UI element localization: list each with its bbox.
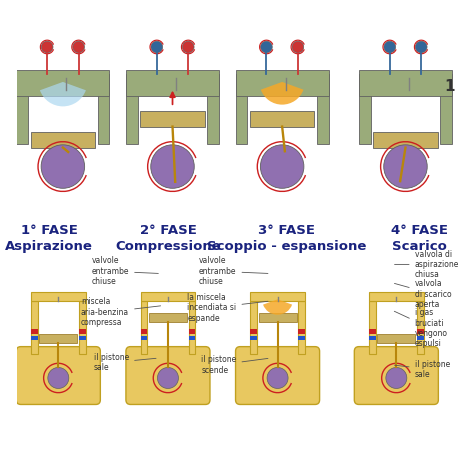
FancyBboxPatch shape xyxy=(39,334,77,343)
FancyBboxPatch shape xyxy=(31,132,95,147)
FancyBboxPatch shape xyxy=(369,292,424,301)
FancyBboxPatch shape xyxy=(79,329,86,334)
Text: 1: 1 xyxy=(444,79,455,94)
Circle shape xyxy=(267,367,288,389)
FancyBboxPatch shape xyxy=(31,329,38,334)
FancyBboxPatch shape xyxy=(250,111,314,127)
FancyBboxPatch shape xyxy=(250,329,257,334)
FancyBboxPatch shape xyxy=(189,329,195,334)
Wedge shape xyxy=(261,82,303,105)
Text: valvole
entrambe
chiuse: valvole entrambe chiuse xyxy=(199,256,268,286)
FancyBboxPatch shape xyxy=(298,329,305,334)
Text: i gas
bruciati
vengono
espulsi: i gas bruciati vengono espulsi xyxy=(394,308,447,348)
FancyBboxPatch shape xyxy=(31,301,38,354)
FancyBboxPatch shape xyxy=(141,292,195,301)
Circle shape xyxy=(415,41,427,53)
Text: la miscela
incendiata si
espande: la miscela incendiata si espande xyxy=(187,293,268,323)
FancyBboxPatch shape xyxy=(298,301,305,354)
FancyBboxPatch shape xyxy=(440,74,452,144)
Text: Aspirazione: Aspirazione xyxy=(5,240,93,253)
FancyBboxPatch shape xyxy=(31,292,86,301)
FancyBboxPatch shape xyxy=(141,336,147,340)
Text: Scoppio - espansione: Scoppio - espansione xyxy=(207,240,366,253)
Wedge shape xyxy=(263,299,292,315)
FancyBboxPatch shape xyxy=(369,301,376,354)
FancyBboxPatch shape xyxy=(236,74,247,144)
FancyBboxPatch shape xyxy=(417,336,424,340)
FancyBboxPatch shape xyxy=(359,74,371,144)
FancyBboxPatch shape xyxy=(250,336,257,340)
Circle shape xyxy=(384,41,396,53)
Circle shape xyxy=(151,41,163,53)
FancyBboxPatch shape xyxy=(417,329,424,334)
FancyBboxPatch shape xyxy=(250,301,257,354)
FancyBboxPatch shape xyxy=(140,111,205,127)
Text: 4° FASE: 4° FASE xyxy=(391,224,447,237)
Circle shape xyxy=(292,41,304,53)
Text: il pistone
sale: il pistone sale xyxy=(394,360,450,379)
FancyBboxPatch shape xyxy=(126,346,210,404)
FancyBboxPatch shape xyxy=(79,301,86,354)
FancyBboxPatch shape xyxy=(236,70,329,95)
FancyBboxPatch shape xyxy=(31,336,38,340)
FancyBboxPatch shape xyxy=(374,132,438,147)
FancyBboxPatch shape xyxy=(16,70,109,95)
Circle shape xyxy=(386,367,407,389)
FancyBboxPatch shape xyxy=(189,301,195,354)
Text: il pistone
sale: il pistone sale xyxy=(94,353,156,372)
FancyBboxPatch shape xyxy=(259,313,297,322)
Circle shape xyxy=(48,367,69,389)
FancyBboxPatch shape xyxy=(250,292,305,301)
FancyBboxPatch shape xyxy=(377,334,415,343)
Circle shape xyxy=(73,41,84,53)
Text: miscela
aria-benzina
compressa: miscela aria-benzina compressa xyxy=(81,298,161,327)
FancyBboxPatch shape xyxy=(79,336,86,340)
FancyBboxPatch shape xyxy=(98,74,109,144)
Text: 2° FASE: 2° FASE xyxy=(139,224,196,237)
FancyBboxPatch shape xyxy=(369,329,376,334)
FancyBboxPatch shape xyxy=(16,74,28,144)
Circle shape xyxy=(41,41,53,53)
FancyBboxPatch shape xyxy=(236,346,319,404)
FancyBboxPatch shape xyxy=(355,346,438,404)
FancyBboxPatch shape xyxy=(126,70,219,95)
FancyBboxPatch shape xyxy=(298,336,305,340)
Circle shape xyxy=(157,367,178,389)
FancyBboxPatch shape xyxy=(208,74,219,144)
FancyBboxPatch shape xyxy=(141,329,147,334)
FancyBboxPatch shape xyxy=(141,301,147,354)
FancyBboxPatch shape xyxy=(369,336,376,340)
FancyBboxPatch shape xyxy=(417,301,424,354)
Text: il pistone
scende: il pistone scende xyxy=(201,355,268,374)
Circle shape xyxy=(384,145,427,188)
Circle shape xyxy=(151,145,194,188)
Text: Scarico: Scarico xyxy=(392,240,447,253)
FancyBboxPatch shape xyxy=(126,74,137,144)
Circle shape xyxy=(260,145,304,188)
Circle shape xyxy=(41,145,85,188)
FancyBboxPatch shape xyxy=(359,70,452,95)
Text: valvola di
aspirazione
chiusa: valvola di aspirazione chiusa xyxy=(394,249,459,279)
Text: Compressione: Compressione xyxy=(115,240,221,253)
FancyBboxPatch shape xyxy=(16,346,100,404)
Text: 3° FASE: 3° FASE xyxy=(258,224,315,237)
FancyBboxPatch shape xyxy=(317,74,329,144)
Circle shape xyxy=(261,41,272,53)
Text: 1° FASE: 1° FASE xyxy=(21,224,78,237)
Text: valvole
entrambe
chiuse: valvole entrambe chiuse xyxy=(91,256,158,286)
FancyBboxPatch shape xyxy=(149,313,187,322)
Text: valvola
di scarico
aperta: valvola di scarico aperta xyxy=(394,279,451,309)
FancyBboxPatch shape xyxy=(189,336,195,340)
Circle shape xyxy=(182,41,194,53)
Wedge shape xyxy=(40,82,86,106)
